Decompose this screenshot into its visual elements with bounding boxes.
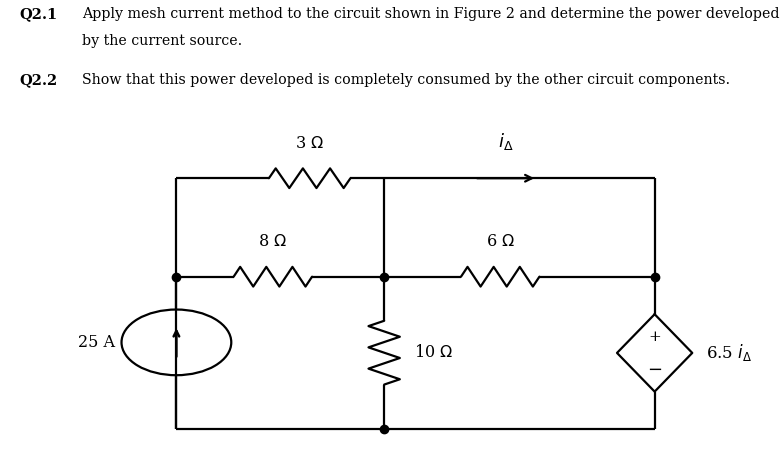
Text: −: −: [647, 361, 662, 379]
Text: 8 $\Omega$: 8 $\Omega$: [259, 233, 287, 250]
Text: by the current source.: by the current source.: [82, 34, 242, 48]
Text: 25 A: 25 A: [78, 334, 115, 351]
Text: Q2.2: Q2.2: [20, 73, 58, 87]
Text: 10 $\Omega$: 10 $\Omega$: [414, 344, 453, 361]
Text: 3 $\Omega$: 3 $\Omega$: [296, 136, 324, 152]
Text: 6 $\Omega$: 6 $\Omega$: [486, 233, 514, 250]
Text: Q2.1: Q2.1: [20, 7, 58, 21]
Text: Apply mesh current method to the circuit shown in Figure 2 and determine the pow: Apply mesh current method to the circuit…: [82, 7, 780, 21]
Text: $i_\Delta$: $i_\Delta$: [498, 131, 514, 152]
Text: 6.5 $i_\Delta$: 6.5 $i_\Delta$: [706, 342, 753, 363]
Text: Show that this power developed is completely consumed by the other circuit compo: Show that this power developed is comple…: [82, 73, 731, 87]
Text: +: +: [648, 331, 661, 344]
